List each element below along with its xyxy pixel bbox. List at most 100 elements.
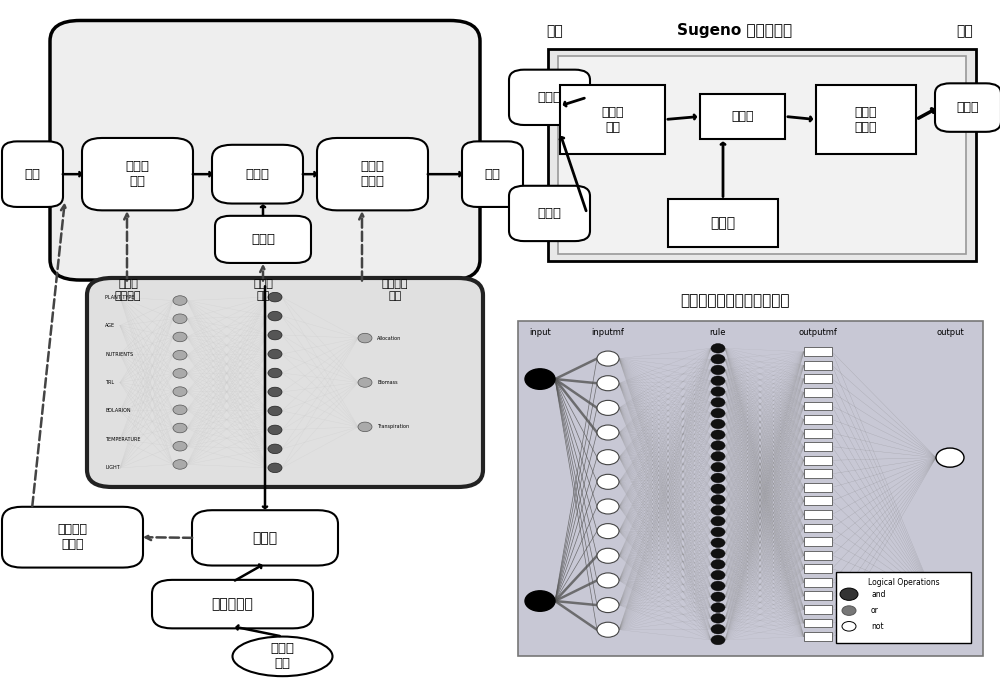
Text: outputmf: outputmf [799,328,837,337]
Circle shape [268,331,282,340]
Text: 推理机: 推理机 [731,110,754,123]
Circle shape [173,350,187,360]
Bar [668,199,778,247]
Circle shape [711,408,725,418]
Text: or: or [871,606,879,615]
Circle shape [173,387,187,396]
FancyBboxPatch shape [509,70,590,125]
Text: not: not [871,622,884,631]
Circle shape [268,311,282,321]
Circle shape [597,598,619,613]
Circle shape [597,425,619,440]
Circle shape [358,333,372,343]
Text: NUTRIENTS: NUTRIENTS [105,352,133,357]
Circle shape [268,425,282,434]
Text: Sugeno 型模糊系统: Sugeno 型模糊系统 [677,23,793,38]
Bar [804,632,832,641]
Text: 规则库: 规则库 [710,217,736,230]
Text: LIGHT: LIGHT [105,465,120,471]
Bar [804,402,832,410]
Text: and: and [871,589,886,599]
Circle shape [711,494,725,504]
Circle shape [268,349,282,359]
Circle shape [525,369,555,389]
Bar [804,361,832,370]
Circle shape [597,449,619,464]
Text: output: output [936,328,964,337]
Circle shape [173,314,187,324]
Bar [816,85,916,154]
Circle shape [711,387,725,396]
Text: TEMPERATURE: TEMPERATURE [105,437,140,442]
Circle shape [711,430,725,440]
Circle shape [597,499,619,514]
Text: 输出: 输出 [485,167,501,181]
FancyBboxPatch shape [462,141,523,207]
Text: 输入: 输入 [24,167,40,181]
FancyBboxPatch shape [935,83,1000,132]
Circle shape [597,400,619,415]
Circle shape [268,463,282,473]
Circle shape [711,354,725,364]
Circle shape [711,484,725,494]
FancyBboxPatch shape [509,186,590,241]
Bar [804,374,832,383]
Circle shape [711,559,725,569]
Circle shape [268,387,282,397]
Circle shape [711,527,725,537]
Circle shape [842,606,856,615]
Bar [548,49,976,261]
Text: 变化率: 变化率 [538,207,562,220]
Text: Logical Operations: Logical Operations [868,578,939,587]
Circle shape [711,603,725,613]
Circle shape [597,474,619,489]
Bar [804,510,832,519]
Circle shape [711,451,725,461]
Bar [804,537,832,546]
Bar [804,550,832,559]
Text: 预处理系统: 预处理系统 [212,597,253,611]
Circle shape [711,419,725,429]
Bar [518,321,983,656]
Text: TRL: TRL [105,380,114,385]
Circle shape [711,613,725,623]
Circle shape [842,622,856,631]
Circle shape [711,505,725,515]
Bar [804,605,832,614]
Text: Biomass: Biomass [377,380,398,385]
Bar [804,564,832,573]
Circle shape [597,524,619,539]
Circle shape [711,365,725,375]
Text: 推理机: 推理机 [246,167,270,181]
Circle shape [597,376,619,391]
Text: 相对应的模糊神经网络结构: 相对应的模糊神经网络结构 [680,293,790,308]
Circle shape [597,548,619,563]
Circle shape [268,292,282,302]
FancyBboxPatch shape [192,510,338,566]
Text: 模糊系统
生成器: 模糊系统 生成器 [58,523,88,551]
Ellipse shape [233,637,333,676]
Text: 变化量: 变化量 [538,91,562,104]
Bar [804,443,832,451]
Circle shape [597,622,619,637]
Circle shape [936,591,964,611]
Circle shape [358,422,372,432]
Circle shape [711,473,725,483]
Bar [804,524,832,533]
Circle shape [597,351,619,366]
Text: AGE: AGE [105,323,115,328]
Bar [804,619,832,628]
Bar [804,429,832,438]
Bar [804,497,832,505]
Circle shape [711,635,725,645]
Text: Allocation: Allocation [377,335,401,341]
Text: rule: rule [710,328,726,337]
Bar [804,347,832,357]
Circle shape [268,406,282,416]
Text: 输入: 输入 [547,24,563,38]
Bar [804,415,832,424]
FancyBboxPatch shape [317,138,428,210]
Text: input: input [529,328,551,337]
Circle shape [711,581,725,591]
Circle shape [173,441,187,451]
